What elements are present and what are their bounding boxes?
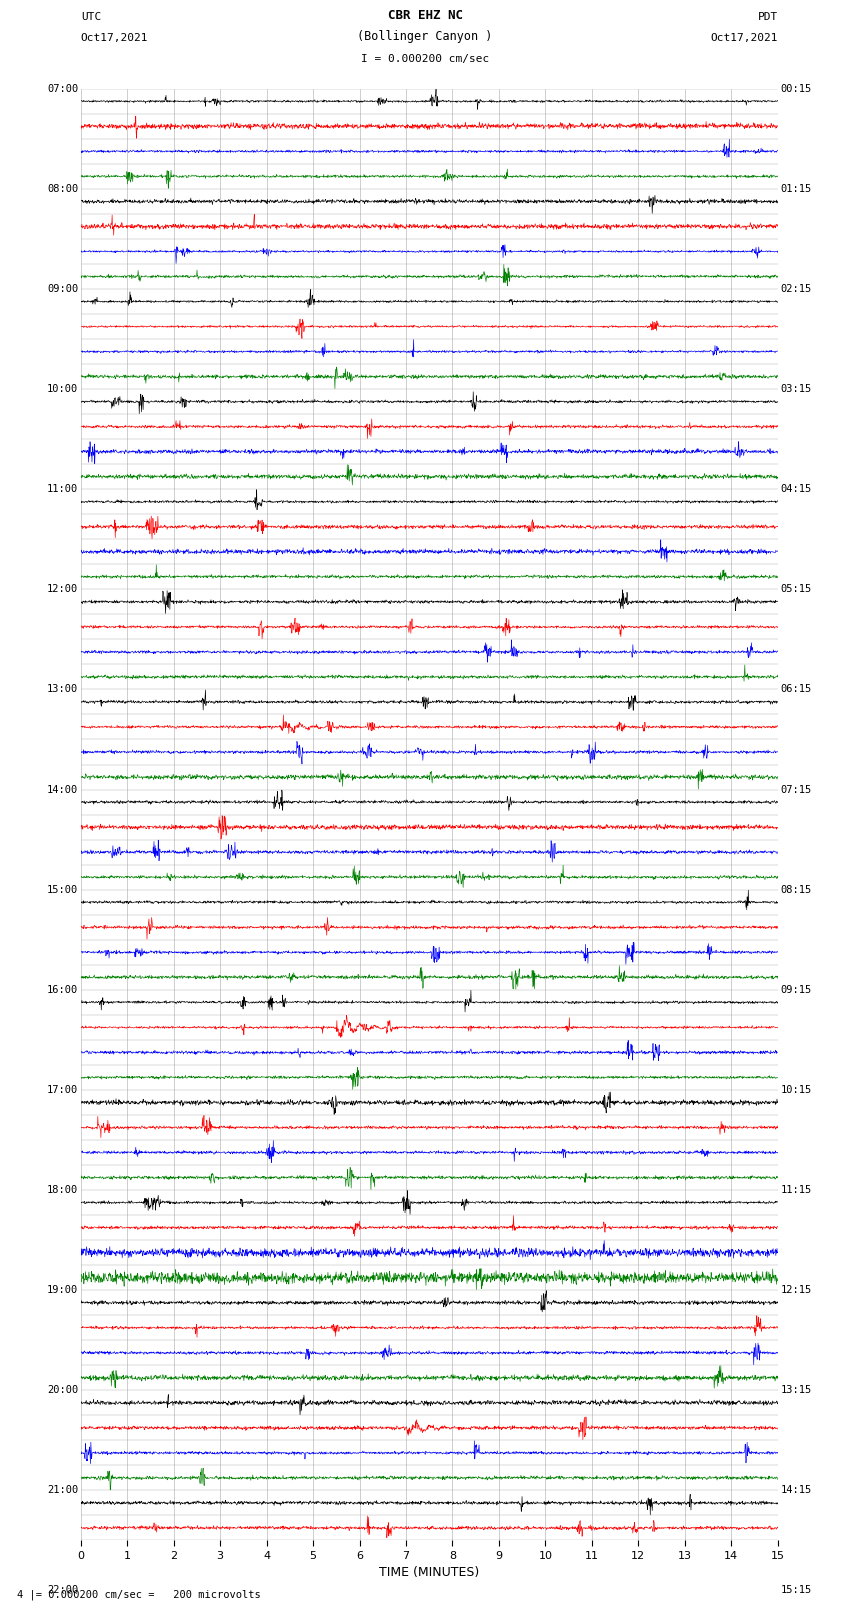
Text: 18:00: 18:00 (47, 1186, 78, 1195)
Text: 19:00: 19:00 (47, 1286, 78, 1295)
Text: 12:00: 12:00 (47, 584, 78, 594)
Text: 08:15: 08:15 (780, 884, 812, 895)
Text: Oct17,2021: Oct17,2021 (81, 34, 148, 44)
Text: 09:15: 09:15 (780, 986, 812, 995)
Text: 05:15: 05:15 (780, 584, 812, 594)
Text: UTC: UTC (81, 13, 101, 23)
Text: 04:15: 04:15 (780, 484, 812, 494)
Text: 4 |= 0.000200 cm/sec =   200 microvolts: 4 |= 0.000200 cm/sec = 200 microvolts (17, 1589, 261, 1600)
Text: 13:15: 13:15 (780, 1386, 812, 1395)
Text: 22:00: 22:00 (47, 1586, 78, 1595)
Text: 14:00: 14:00 (47, 784, 78, 795)
Text: 16:00: 16:00 (47, 986, 78, 995)
Text: 01:15: 01:15 (780, 184, 812, 194)
Text: (Bollinger Canyon ): (Bollinger Canyon ) (357, 31, 493, 44)
Text: 11:15: 11:15 (780, 1186, 812, 1195)
Text: 15:15: 15:15 (780, 1586, 812, 1595)
Text: 13:00: 13:00 (47, 684, 78, 695)
Text: 07:15: 07:15 (780, 784, 812, 795)
Text: 03:15: 03:15 (780, 384, 812, 394)
Text: 14:15: 14:15 (780, 1486, 812, 1495)
Text: 12:15: 12:15 (780, 1286, 812, 1295)
Text: 10:00: 10:00 (47, 384, 78, 394)
Text: 21:00: 21:00 (47, 1486, 78, 1495)
Text: I = 0.000200 cm/sec: I = 0.000200 cm/sec (361, 55, 489, 65)
Text: 11:00: 11:00 (47, 484, 78, 494)
Text: 07:00: 07:00 (47, 84, 78, 94)
Text: 15:00: 15:00 (47, 884, 78, 895)
Text: 09:00: 09:00 (47, 284, 78, 294)
Text: 00:15: 00:15 (780, 84, 812, 94)
Text: 08:00: 08:00 (47, 184, 78, 194)
Text: 02:15: 02:15 (780, 284, 812, 294)
Text: PDT: PDT (757, 13, 778, 23)
Text: Oct17,2021: Oct17,2021 (711, 34, 778, 44)
Text: 17:00: 17:00 (47, 1086, 78, 1095)
Text: CBR EHZ NC: CBR EHZ NC (388, 10, 462, 23)
Text: 20:00: 20:00 (47, 1386, 78, 1395)
Text: 06:15: 06:15 (780, 684, 812, 695)
Text: 10:15: 10:15 (780, 1086, 812, 1095)
X-axis label: TIME (MINUTES): TIME (MINUTES) (379, 1566, 479, 1579)
